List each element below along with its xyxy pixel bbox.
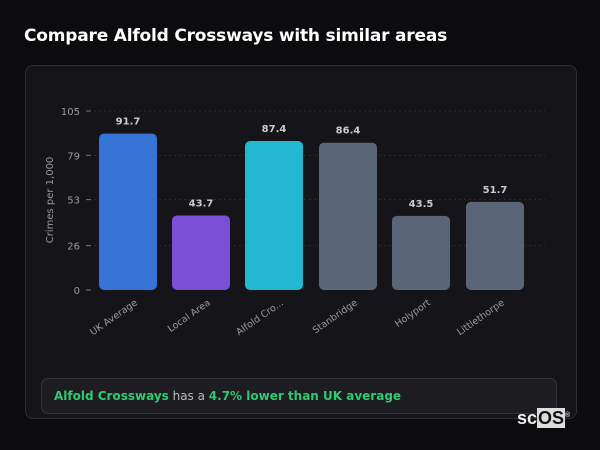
area-name: Alfold Crossways [54, 389, 169, 403]
bar [392, 215, 450, 290]
bar [319, 142, 377, 290]
y-tick-label: 105 [61, 107, 80, 118]
bar-value-label: 51.7 [483, 185, 508, 196]
page-title: Compare Alfold Crossways with similar ar… [24, 26, 448, 46]
bar-value-label: 43.7 [189, 199, 214, 210]
comparison-value: 4.7% lower than UK average [208, 389, 402, 403]
scos-logo: scOS® [517, 408, 571, 428]
bar [245, 141, 303, 290]
bar [466, 201, 524, 290]
x-tick-label: Holyport [393, 297, 433, 330]
x-tick-label: Local Area [166, 297, 213, 334]
y-tick-label: 26 [67, 242, 80, 253]
y-tick-label: 0 [74, 286, 80, 297]
bar [99, 133, 157, 290]
y-tick-label: 53 [67, 196, 80, 207]
x-tick-label: UK Average [88, 297, 140, 338]
bar-value-label: 86.4 [336, 126, 361, 137]
y-axis-label: Crimes per 1,000 [45, 157, 56, 244]
summary-text: has a [168, 389, 209, 403]
x-tick-label: Alfold Cro... [234, 297, 285, 338]
bar [172, 215, 230, 290]
comparison-summary: Alfold Crossways has a 4.7% lower than U… [41, 378, 557, 414]
bar-value-label: 87.4 [262, 124, 287, 135]
y-tick-label: 79 [67, 151, 80, 162]
x-tick-label: Stanbridge [311, 297, 360, 336]
bar-value-label: 91.7 [116, 117, 141, 128]
x-tick-label: Littlethorpe [455, 297, 507, 338]
bar-value-label: 43.5 [409, 199, 434, 210]
